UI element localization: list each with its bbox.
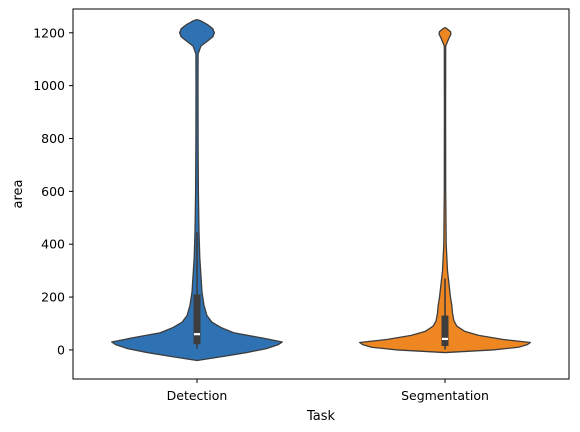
y-tick-label: 0 [57, 342, 65, 357]
x-axis-label: Task [306, 409, 336, 424]
y-tick-label: 1200 [33, 25, 65, 40]
y-axis-label: area [11, 180, 26, 209]
x-tick-label: Detection [167, 388, 228, 403]
y-tick-label: 800 [41, 131, 65, 146]
x-axis: Detection Segmentation [167, 379, 489, 403]
iqr-box-detection [194, 294, 201, 344]
y-tick-label: 1000 [33, 78, 65, 93]
x-tick-label: Segmentation [401, 388, 489, 403]
y-tick-label: 600 [41, 184, 65, 199]
y-axis: 0 200 400 600 800 1000 1200 [33, 25, 73, 357]
y-tick-label: 200 [41, 290, 65, 305]
plot-background [73, 9, 569, 379]
median-marker-segmentation [442, 338, 448, 340]
y-tick-label: 400 [41, 237, 65, 252]
iqr-box-segmentation [442, 316, 449, 346]
median-marker-detection [194, 333, 200, 335]
